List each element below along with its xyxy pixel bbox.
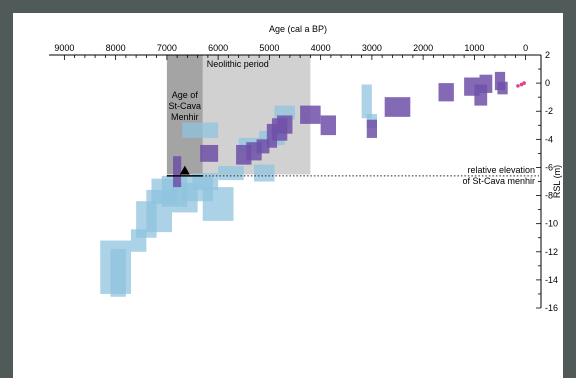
menhir-age-label: Age of: [172, 90, 199, 100]
chart-panel: 9000 8000 7000 6000 5000 4000 3000 2000 1000 0 Age…: [13, 13, 563, 378]
marine-data-box: [173, 156, 182, 188]
menhir-age-label: Menhir: [171, 112, 199, 122]
y-tick-label: -16: [545, 303, 558, 313]
marine-data-box: [438, 83, 454, 102]
terrestrial-data-box: [361, 84, 372, 119]
y-axis-title: RSL (m): [552, 165, 562, 198]
y-tick-label: -6: [545, 162, 553, 172]
marine-data-box: [497, 81, 508, 95]
y-tick-label: -2: [545, 106, 553, 116]
marine-data-box: [300, 105, 321, 124]
terrestrial-data-box: [192, 173, 219, 190]
x-axis-title: Age (cal a BP): [269, 24, 327, 34]
relative-elevation-label: of St-Cava menhir: [462, 176, 535, 186]
menhir-age-label: St-Cava: [169, 101, 202, 111]
menhir-marker: [179, 165, 190, 175]
x-tick-label: 5000: [259, 43, 279, 53]
terrestrial-data-box: [254, 164, 275, 182]
marine-data-box: [384, 97, 411, 117]
x-tick-label: 8000: [106, 43, 126, 53]
x-tick-label: 3000: [362, 43, 382, 53]
terrestrial-data-box: [202, 187, 234, 221]
y-tick-label: 0: [545, 78, 550, 88]
x-tick-label: 4000: [311, 43, 331, 53]
marine-data-box: [256, 139, 270, 154]
marine-data-box: [320, 115, 336, 136]
terrestrial-data-box: [182, 122, 219, 138]
x-tick-label: 6000: [208, 43, 228, 53]
x-tick-label: 7000: [157, 43, 177, 53]
x-tick-label: 0: [523, 43, 528, 53]
rsl-chart: 9000 8000 7000 6000 5000 4000 3000 2000 1000 0 Age…: [49, 24, 562, 313]
y-tick-label: -12: [545, 247, 558, 257]
menhir-age-band: [166, 55, 203, 175]
marine-data-box: [277, 115, 293, 134]
neolithic-period-label: Neolithic period: [207, 59, 269, 69]
y-tick-label: 2: [545, 50, 550, 60]
terrestrial-data-box: [218, 166, 244, 181]
marine-data-box: [200, 144, 219, 162]
terrestrial-data-box: [110, 248, 126, 297]
y-tick-label: -10: [545, 219, 558, 229]
y-tick-label: -8: [545, 191, 553, 201]
x-tick-label: 2000: [413, 43, 433, 53]
marine-data-box: [479, 74, 493, 93]
y-tick-label: -14: [545, 275, 558, 285]
x-tick-label: 9000: [54, 43, 74, 53]
recent-data-point: [516, 84, 520, 88]
marine-data-box: [494, 71, 506, 91]
y-tick-label: -4: [545, 134, 553, 144]
marine-data-box: [366, 119, 377, 138]
recent-data-point: [522, 81, 526, 85]
relative-elevation-label: relative elevation: [467, 165, 535, 175]
x-tick-label: 1000: [464, 43, 484, 53]
